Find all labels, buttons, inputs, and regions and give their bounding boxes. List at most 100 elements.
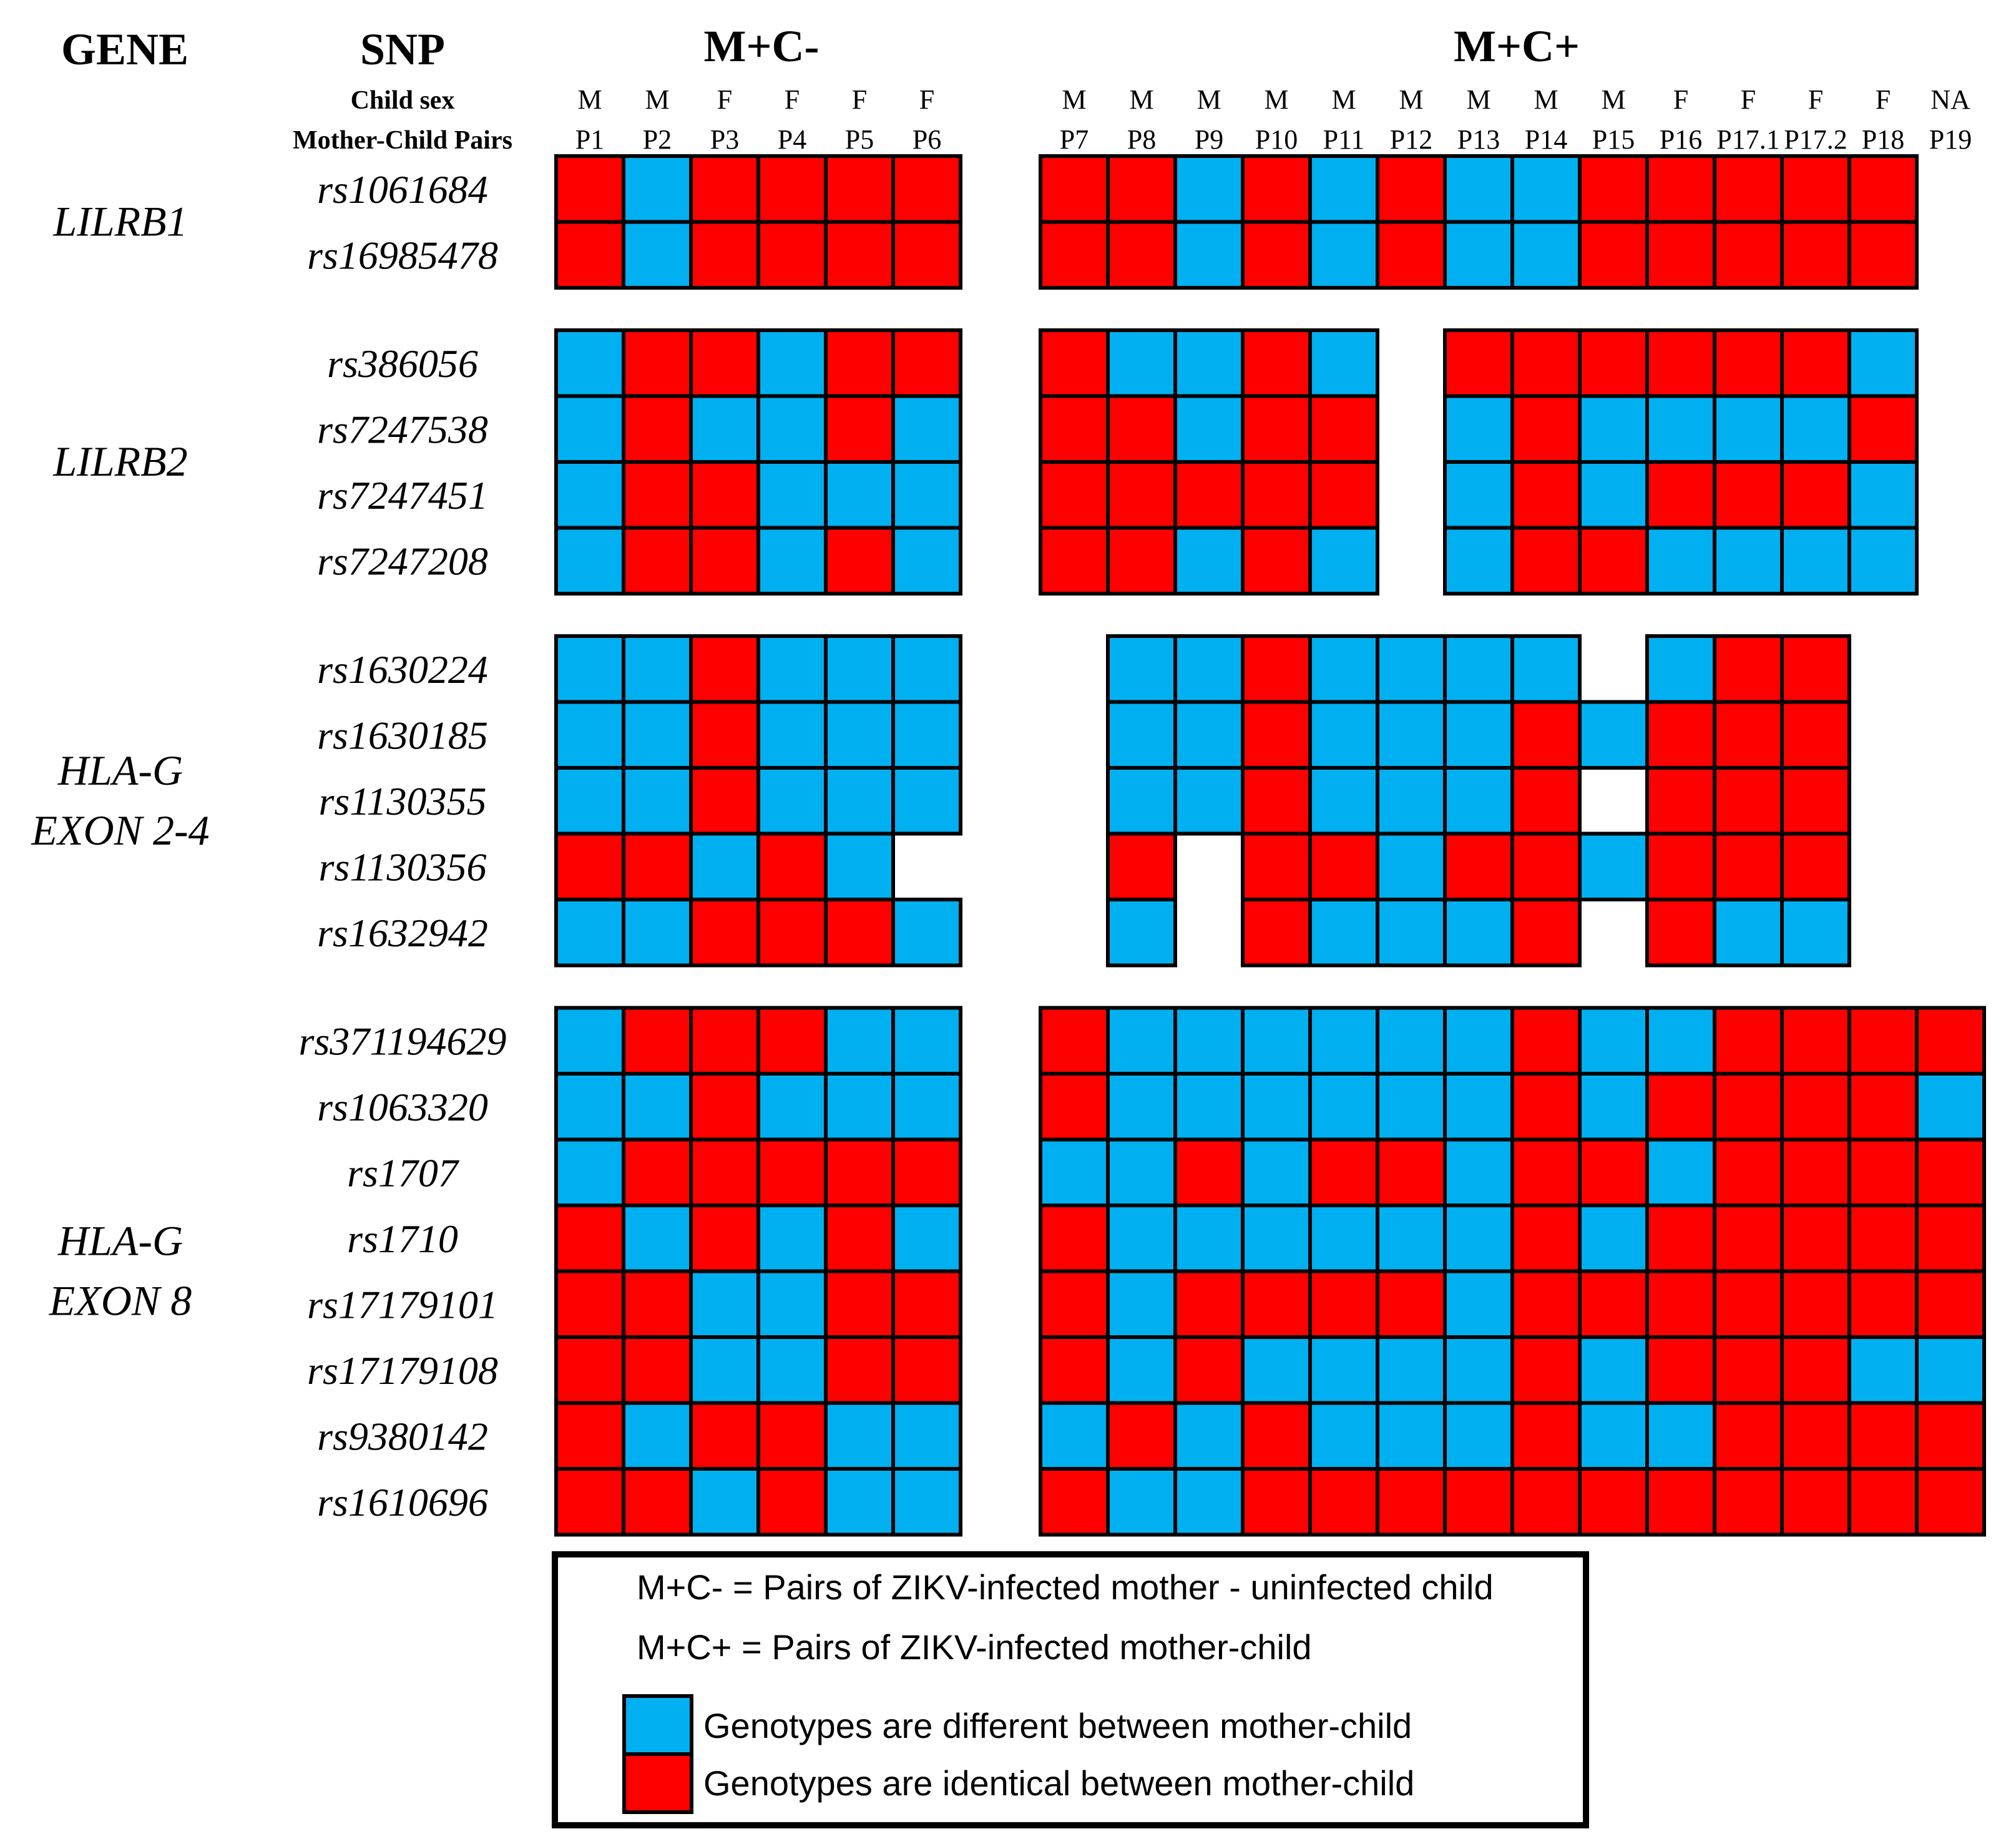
gene-column-header: GENE bbox=[61, 24, 188, 74]
cell-rs7247451-P4 bbox=[756, 460, 828, 530]
cell-rs1130356-P10 bbox=[1241, 831, 1312, 901]
cell-rs16985478-P10 bbox=[1241, 220, 1312, 290]
cell-rs1710-P6 bbox=[891, 1204, 962, 1273]
cell-rs1710-P11 bbox=[1308, 1204, 1379, 1273]
snp-label-rs17179108: rs17179108 bbox=[307, 1348, 498, 1393]
cell-rs7247538-P14 bbox=[1510, 394, 1582, 464]
child-sex-P16: F bbox=[1673, 84, 1688, 115]
cell-rs1707-P8 bbox=[1106, 1137, 1177, 1207]
cell-rs1710-P13 bbox=[1443, 1204, 1514, 1273]
cell-rs1063320-P13 bbox=[1443, 1072, 1514, 1142]
cell-rs17179108-P17.1 bbox=[1713, 1335, 1784, 1405]
cell-rs371194629-P13 bbox=[1443, 1006, 1514, 1076]
cell-rs9380142-P11 bbox=[1308, 1401, 1379, 1471]
cell-rs1130355-P3 bbox=[689, 766, 760, 836]
cell-rs1061684-P10 bbox=[1241, 154, 1312, 224]
snp-label-rs9380142: rs9380142 bbox=[317, 1414, 488, 1458]
cell-rs1710-P5 bbox=[824, 1204, 895, 1273]
cell-rs17179101-P17.1 bbox=[1713, 1269, 1784, 1339]
cell-rs1610696-P10 bbox=[1241, 1467, 1312, 1537]
cell-rs17179101-P8 bbox=[1106, 1269, 1177, 1339]
cell-rs7247451-P9 bbox=[1173, 460, 1245, 530]
child-sex-P2: M bbox=[645, 84, 669, 115]
cell-rs386056-P4 bbox=[756, 328, 828, 398]
cell-rs7247538-P6 bbox=[891, 394, 962, 464]
cell-rs1610696-P7 bbox=[1039, 1467, 1110, 1537]
cell-rs1130356-P3 bbox=[689, 831, 760, 901]
cell-rs16985478-P18 bbox=[1847, 220, 1919, 290]
cell-rs1063320-P5 bbox=[824, 1072, 895, 1142]
cell-rs7247208-P6 bbox=[891, 526, 962, 596]
child-sex-P1: M bbox=[577, 84, 602, 115]
cell-rs1061684-P11 bbox=[1308, 154, 1379, 224]
cell-rs17179101-P18 bbox=[1847, 1269, 1919, 1339]
cell-rs7247451-P1 bbox=[554, 460, 625, 530]
cell-rs1707-P5 bbox=[824, 1137, 895, 1207]
snp-label-rs7247538: rs7247538 bbox=[317, 407, 488, 451]
cell-rs1710-P7 bbox=[1039, 1204, 1110, 1273]
cell-rs386056-P1 bbox=[554, 328, 625, 398]
cell-rs9380142-P14 bbox=[1510, 1401, 1582, 1471]
snp-label-rs1610696: rs1610696 bbox=[317, 1480, 488, 1524]
cell-rs371194629-P3 bbox=[689, 1006, 760, 1076]
cell-rs1610696-P13 bbox=[1443, 1467, 1514, 1537]
cell-rs7247451-P6 bbox=[891, 460, 962, 530]
snp-label-rs1130356: rs1130356 bbox=[318, 845, 486, 889]
cell-rs17179108-P3 bbox=[689, 1335, 760, 1405]
cell-rs7247208-P15 bbox=[1578, 526, 1649, 596]
cell-rs371194629-P19 bbox=[1915, 1006, 1986, 1076]
snp-label-rs7247208: rs7247208 bbox=[317, 539, 488, 583]
cell-rs9380142-P6 bbox=[891, 1401, 962, 1471]
cell-rs9380142-P12 bbox=[1376, 1401, 1447, 1471]
gene-label-lilrb1: LILRB1 bbox=[52, 198, 187, 245]
cell-rs1610696-P18 bbox=[1847, 1467, 1919, 1537]
pair-label-P7: P7 bbox=[1060, 124, 1089, 155]
gene-label-exon-8: EXON 8 bbox=[49, 1277, 192, 1325]
cell-rs16985478-P16 bbox=[1645, 220, 1716, 290]
cell-rs1710-P8 bbox=[1106, 1204, 1177, 1273]
cell-rs371194629-P7 bbox=[1039, 1006, 1110, 1076]
cell-rs1630224-P11 bbox=[1308, 634, 1379, 704]
cell-rs16985478-P7 bbox=[1039, 220, 1110, 290]
snp-label-rs1630224: rs1630224 bbox=[317, 647, 488, 692]
cell-rs371194629-P2 bbox=[622, 1006, 693, 1076]
cell-rs7247538-P9 bbox=[1173, 394, 1245, 464]
pair-label-P11: P11 bbox=[1323, 124, 1365, 155]
cell-rs1710-P17.2 bbox=[1780, 1204, 1851, 1273]
cell-rs1130355-P12 bbox=[1376, 766, 1447, 836]
snp-label-rs1630185: rs1630185 bbox=[317, 713, 488, 757]
cell-rs9380142-P5 bbox=[824, 1401, 895, 1471]
cell-rs9380142-P8 bbox=[1106, 1401, 1177, 1471]
cell-rs1130356-P11 bbox=[1308, 831, 1379, 901]
cell-rs1061684-P15 bbox=[1578, 154, 1649, 224]
gene-label-lilrb2: LILRB2 bbox=[52, 438, 187, 485]
cell-rs7247538-P15 bbox=[1578, 394, 1649, 464]
pairs-label: Mother-Child Pairs bbox=[293, 126, 512, 155]
cell-rs9380142-P18 bbox=[1847, 1401, 1919, 1471]
cell-rs1061684-P1 bbox=[554, 154, 625, 224]
cell-rs7247208-P18 bbox=[1847, 526, 1919, 596]
cell-rs7247451-P14 bbox=[1510, 460, 1582, 530]
cell-rs1630185-P10 bbox=[1241, 700, 1312, 770]
cell-rs17179108-P12 bbox=[1376, 1335, 1447, 1405]
cell-rs1061684-P7 bbox=[1039, 154, 1110, 224]
pair-label-P16: P16 bbox=[1660, 124, 1702, 155]
snp-label-rs1707: rs1707 bbox=[347, 1150, 460, 1195]
child-sex-P17.1: F bbox=[1741, 84, 1756, 115]
cell-rs386056-P7 bbox=[1039, 328, 1110, 398]
cell-rs9380142-P17.1 bbox=[1713, 1401, 1784, 1471]
cell-rs7247208-P16 bbox=[1645, 526, 1716, 596]
cell-rs1707-P3 bbox=[689, 1137, 760, 1207]
cell-rs1130355-P17.2 bbox=[1780, 766, 1851, 836]
cell-rs371194629-P11 bbox=[1308, 1006, 1379, 1076]
cell-rs1632942-P14 bbox=[1510, 898, 1582, 968]
cell-rs1063320-P2 bbox=[622, 1072, 693, 1142]
cell-rs1707-P4 bbox=[756, 1137, 828, 1207]
cell-rs7247451-P11 bbox=[1308, 460, 1379, 530]
cell-rs7247538-P18 bbox=[1847, 394, 1919, 464]
cell-rs17179108-P4 bbox=[756, 1335, 828, 1405]
cell-rs17179108-P11 bbox=[1308, 1335, 1379, 1405]
cell-rs1710-P17.1 bbox=[1713, 1204, 1784, 1273]
cell-rs7247451-P10 bbox=[1241, 460, 1312, 530]
cell-rs17179108-P9 bbox=[1173, 1335, 1245, 1405]
